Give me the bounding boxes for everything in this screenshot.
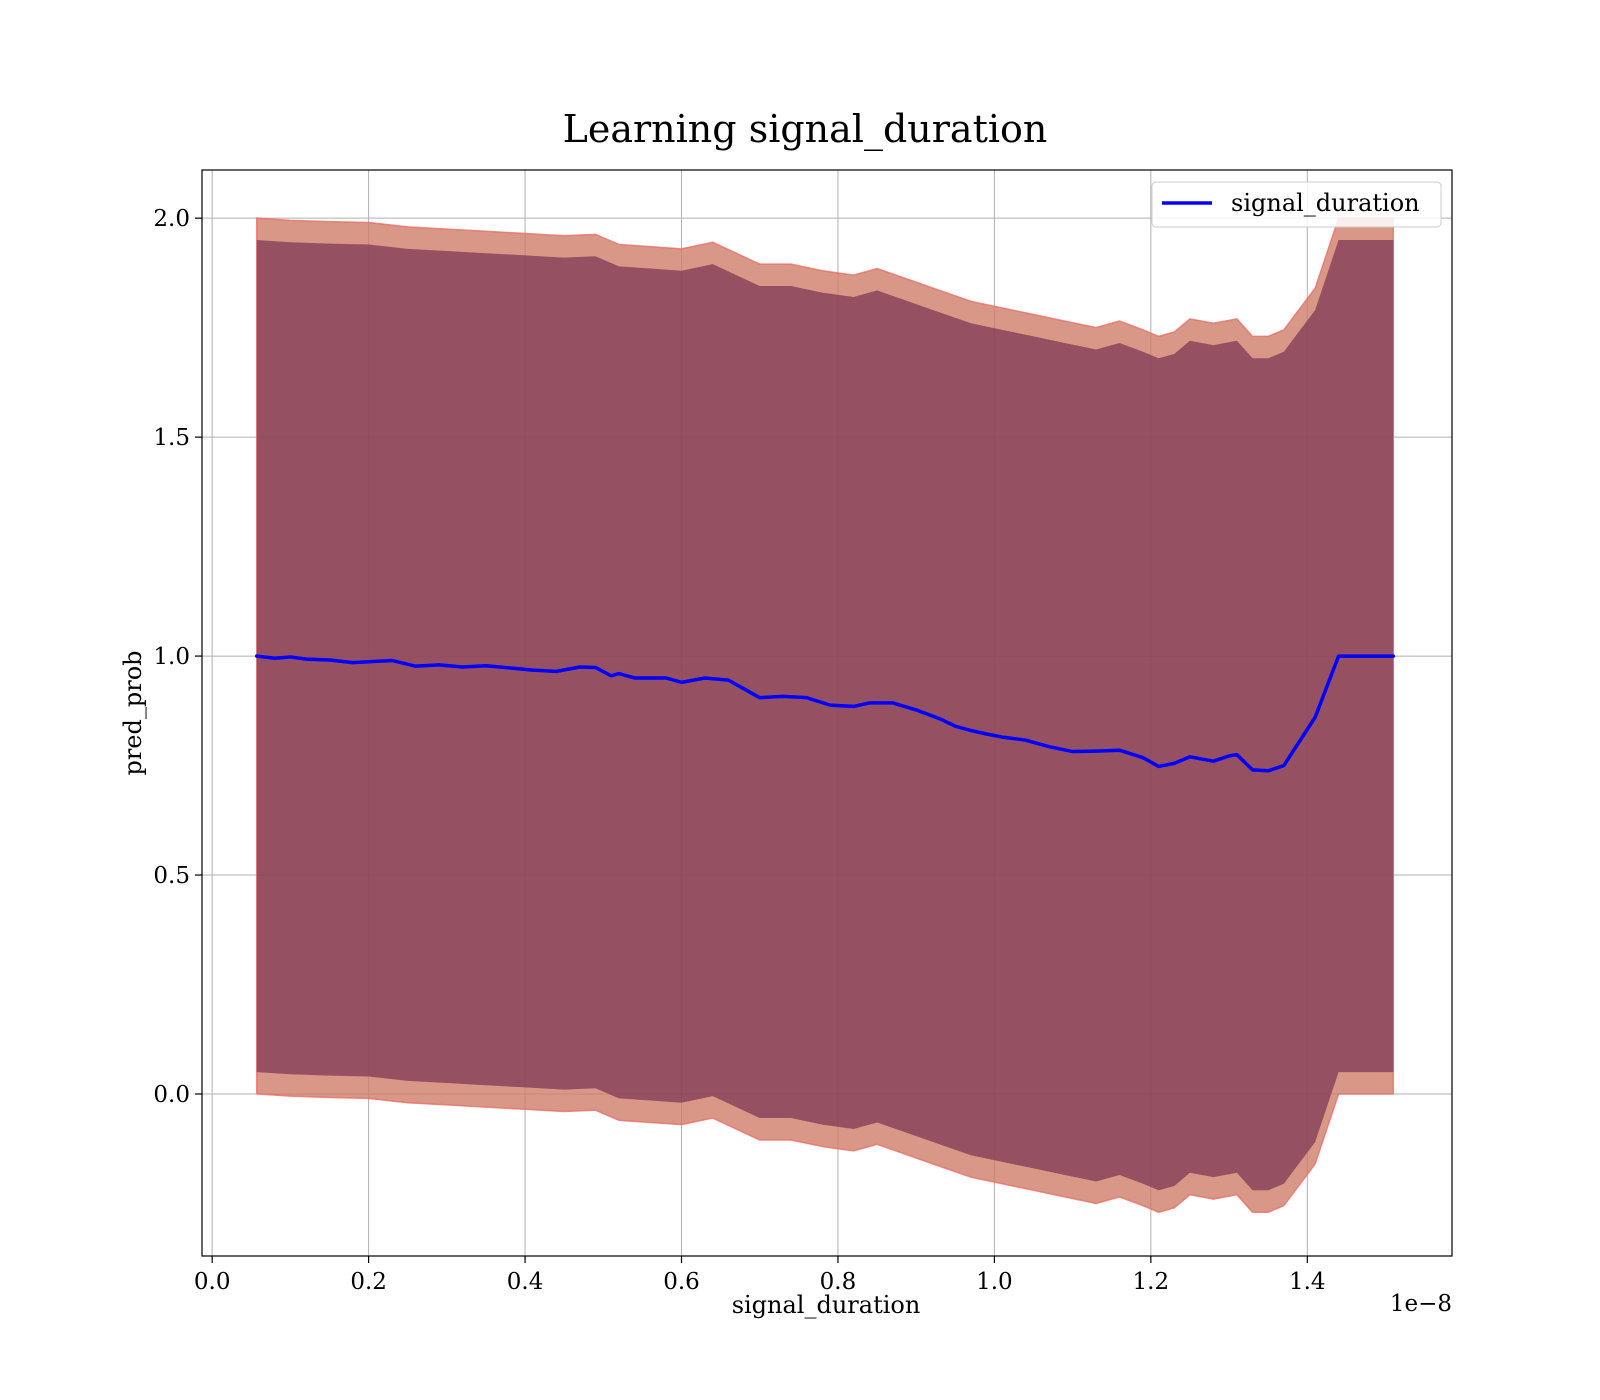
y-axis-label: pred_prob [119,650,147,775]
x-tick-label-7: 1.4 [1289,1269,1326,1295]
x-axis-offset-text: 1e−8 [1390,1291,1452,1317]
x-tick-label-6: 1.2 [1133,1269,1170,1295]
legend-label: signal_duration [1231,189,1420,217]
band-inner [256,240,1394,1191]
y-tick-label-4: 2.0 [153,206,190,232]
y-tick-label-1: 0.5 [153,863,190,889]
x-tick-label-2: 0.4 [507,1269,544,1295]
series-line-signal-duration [255,654,1396,773]
x-tick-label-3: 0.6 [663,1269,700,1295]
x-axis-label: signal_duration [732,1291,921,1319]
x-tick-label-1: 0.2 [350,1269,387,1295]
legend: signal_duration [1151,181,1442,228]
y-tick-label-0: 0.0 [153,1082,190,1108]
line-layer [255,654,1396,773]
legend-box [1151,181,1442,228]
y-tick-label-2: 1.0 [153,644,190,670]
plot-frame [201,169,1453,1257]
x-tick-label-0: 0.0 [194,1269,231,1295]
tick-layer: 0.0 0.2 0.4 0.6 0.8 1.0 1.2 1.4 0.0 0.5 1.0 1.5 2.0 [153,206,1325,1295]
band-layer [256,217,1395,1214]
y-tick-label-3: 1.5 [153,425,190,451]
x-tick-label-4: 0.8 [820,1269,857,1295]
chart-title: Learning signal_duration [563,107,1048,152]
x-tick-label-5: 1.0 [976,1269,1013,1295]
